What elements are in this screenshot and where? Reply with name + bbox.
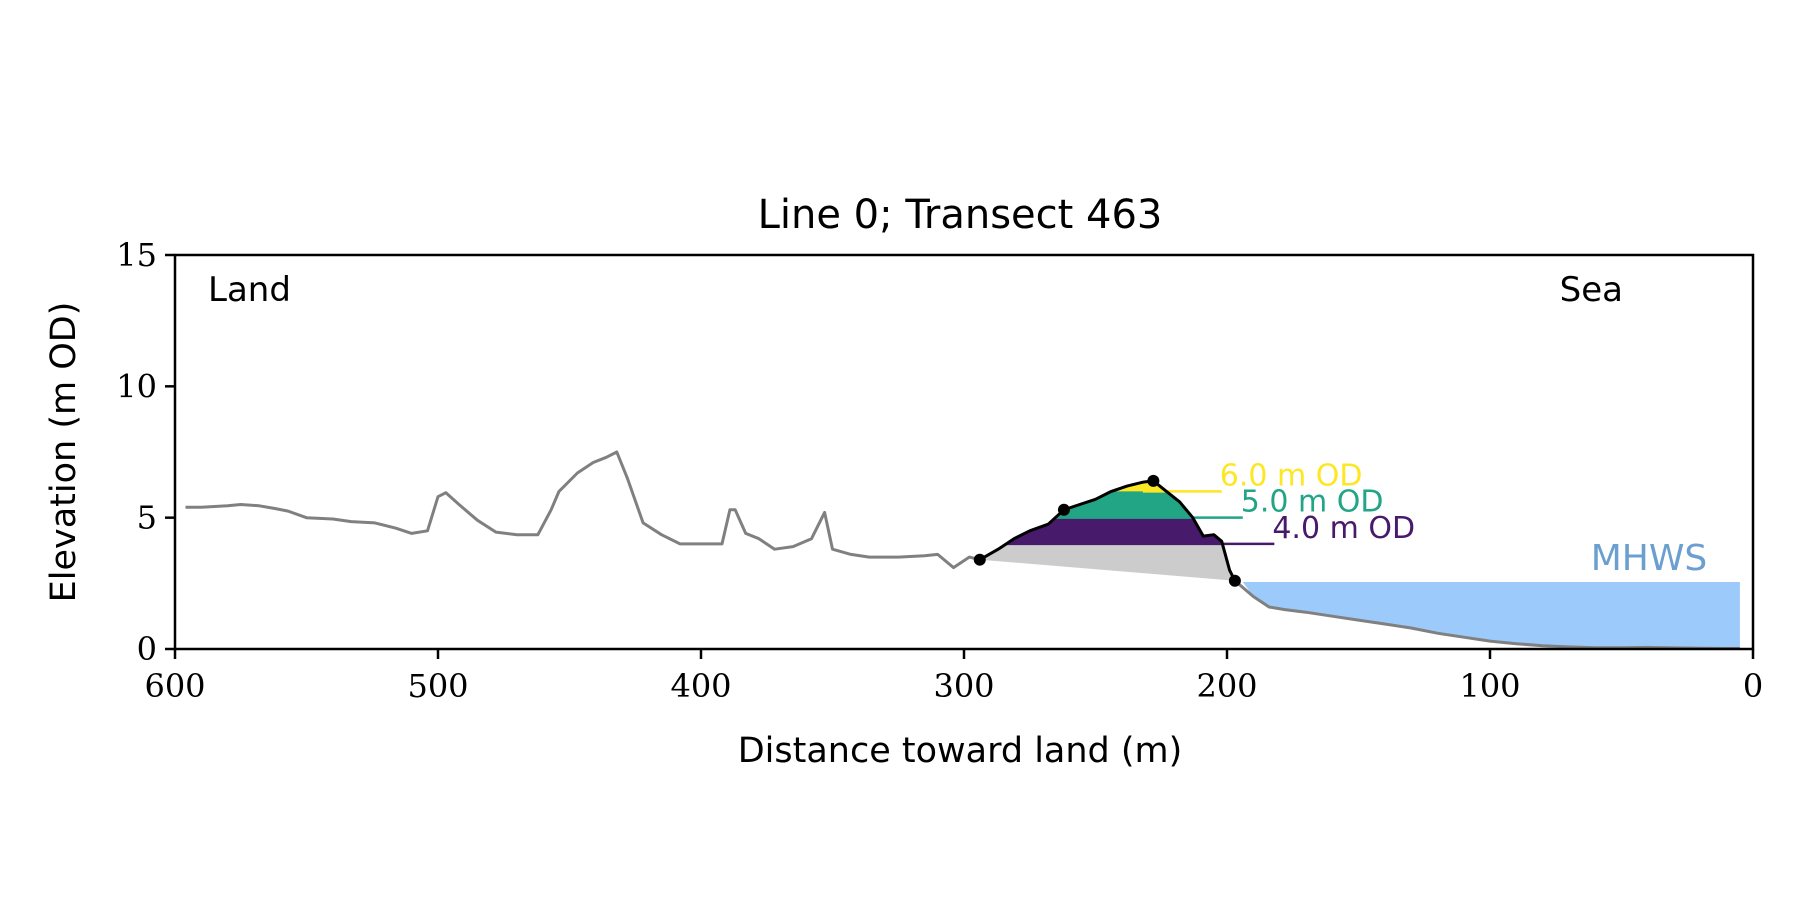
x-tick-label: 0 <box>1743 667 1763 705</box>
dune-point-3 <box>1228 574 1241 587</box>
x-tick-label: 400 <box>670 667 731 705</box>
sea-label: Sea <box>1560 270 1623 310</box>
land-label: Land <box>208 270 291 310</box>
chart-title: Line 0; Transect 463 <box>758 192 1163 238</box>
x-tick-label: 100 <box>1459 667 1520 705</box>
y-axis-label: Elevation (m OD) <box>44 302 84 603</box>
level-label-0: 6.0 m OD <box>1220 458 1363 493</box>
axis-ticks: 600 500 400 300 200 100 0 0 5 10 15 <box>116 236 1763 705</box>
y-tick-label: 15 <box>116 236 157 274</box>
level-label-2: 4.0 m OD <box>1272 511 1415 546</box>
x-tick-label: 600 <box>144 667 205 705</box>
land-profile-line <box>185 450 981 570</box>
x-tick-label: 200 <box>1196 667 1257 705</box>
y-tick-label: 5 <box>137 499 157 537</box>
x-tick-label: 500 <box>407 667 468 705</box>
y-tick-label: 0 <box>137 630 157 668</box>
x-tick-label: 300 <box>933 667 994 705</box>
level-label-1: 5.0 m OD <box>1241 485 1384 520</box>
dune-outline-line <box>979 479 1237 582</box>
dune-point-2 <box>1147 474 1160 487</box>
y-tick-label: 10 <box>116 367 157 405</box>
dune-point-0 <box>973 553 986 566</box>
dune-point-1 <box>1057 503 1070 516</box>
beach-profile-line <box>1233 579 1740 650</box>
plot-area: 6.0 m OD5.0 m OD4.0 m OD MHWS <box>185 450 1740 650</box>
mhws-water-area <box>1242 582 1740 649</box>
x-axis-label: Distance toward land (m) <box>738 731 1183 771</box>
mhws-label: MHWS <box>1591 538 1708 579</box>
